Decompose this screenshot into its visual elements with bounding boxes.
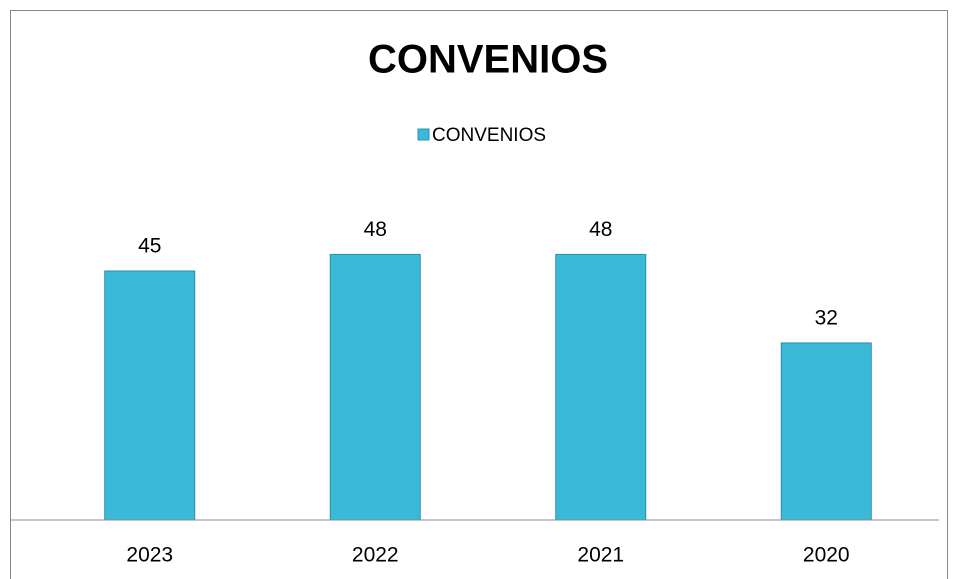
- data-label: 48: [589, 218, 612, 241]
- bar: [104, 270, 196, 521]
- data-label: 32: [815, 306, 838, 329]
- legend-swatch: [417, 128, 430, 141]
- data-label: 48: [364, 218, 387, 241]
- x-tick-label: 2020: [803, 544, 850, 567]
- bar: [329, 253, 421, 521]
- chart-title: CONVENIOS: [368, 38, 608, 82]
- x-tick-label: 2021: [577, 544, 624, 567]
- bar: [780, 342, 872, 521]
- bar: [555, 253, 647, 521]
- legend-label: CONVENIOS: [432, 125, 546, 146]
- x-tick-label: 2022: [352, 544, 399, 567]
- x-tick-label: 2023: [126, 544, 173, 567]
- data-label: 45: [138, 235, 161, 258]
